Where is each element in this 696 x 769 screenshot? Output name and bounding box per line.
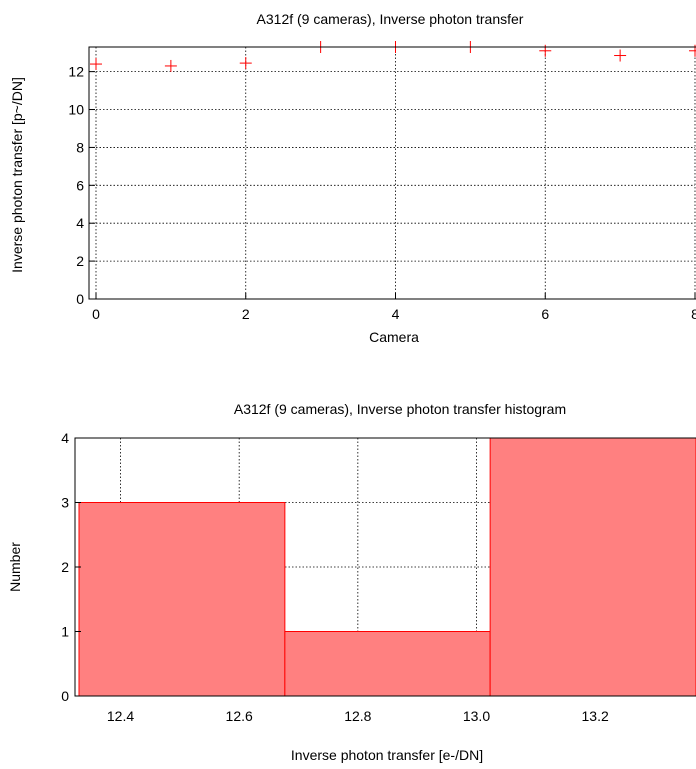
histogram-bar xyxy=(489,437,696,697)
scatter-y-axis-label: Inverse photon transfer [p~/DN] xyxy=(9,77,25,273)
histogram-x-axis-label: Inverse photon transfer [e-/DN] xyxy=(291,747,483,763)
scatter-x-tick-label: 4 xyxy=(392,306,400,322)
histogram-y-tick-label: 2 xyxy=(61,559,69,575)
scatter-x-tick-label: 2 xyxy=(242,306,250,322)
scatter-x-tick-label: 8 xyxy=(691,306,696,322)
histogram-bar xyxy=(284,631,491,697)
histogram-x-tick-label: 12.6 xyxy=(226,708,253,724)
scatter-y-tick-label: 2 xyxy=(76,253,84,269)
histogram-x-tick-label: 13.2 xyxy=(582,708,609,724)
histogram-y-axis-label: Number xyxy=(7,542,23,592)
scatter-x-axis-label: Camera xyxy=(369,329,419,345)
scatter-y-tick-label: 0 xyxy=(76,291,84,307)
scatter-y-tick-label: 8 xyxy=(76,139,84,155)
scatter-points xyxy=(90,41,696,72)
histogram-chart: A312f (9 cameras), Inverse photon transf… xyxy=(7,401,696,763)
scatter-x-tick-label: 6 xyxy=(541,306,549,322)
scatter-point xyxy=(164,59,177,72)
scatter-point xyxy=(239,57,252,70)
scatter-grid xyxy=(89,47,696,300)
histogram-title: A312f (9 cameras), Inverse photon transf… xyxy=(234,401,566,417)
histogram-tick-labels: 12.4 12.6 12.8 13.0 13.2 0 1 2 3 4 xyxy=(61,430,609,724)
histogram-y-tick-label: 0 xyxy=(61,688,69,704)
scatter-plot-frame xyxy=(88,46,696,300)
histogram-y-tick-label: 3 xyxy=(61,495,69,511)
histogram-x-tick-label: 12.4 xyxy=(107,708,134,724)
scatter-y-tick-label: 10 xyxy=(68,102,84,118)
histogram-bars xyxy=(78,437,696,697)
scatter-y-tick-label: 12 xyxy=(68,64,84,80)
histogram-plot-frame xyxy=(74,437,696,697)
scatter-tick-labels: 0 2 4 6 8 0 2 4 6 8 10 12 xyxy=(68,64,696,322)
scatter-title: A312f (9 cameras), Inverse photon transf… xyxy=(257,11,524,27)
histogram-bar xyxy=(78,502,286,697)
scatter-point xyxy=(90,58,102,71)
scatter-x-tick-label: 0 xyxy=(92,306,100,322)
scatter-y-tick-label: 4 xyxy=(76,215,84,231)
scatter-chart: A312f (9 cameras), Inverse photon transf… xyxy=(9,11,696,345)
histogram-x-tick-label: 12.8 xyxy=(344,708,371,724)
histogram-x-tick-label: 13.0 xyxy=(463,708,490,724)
histogram-y-tick-label: 4 xyxy=(61,430,69,446)
scatter-point xyxy=(614,49,627,62)
scatter-y-tick-label: 6 xyxy=(76,177,84,193)
histogram-y-tick-label: 1 xyxy=(61,624,69,640)
